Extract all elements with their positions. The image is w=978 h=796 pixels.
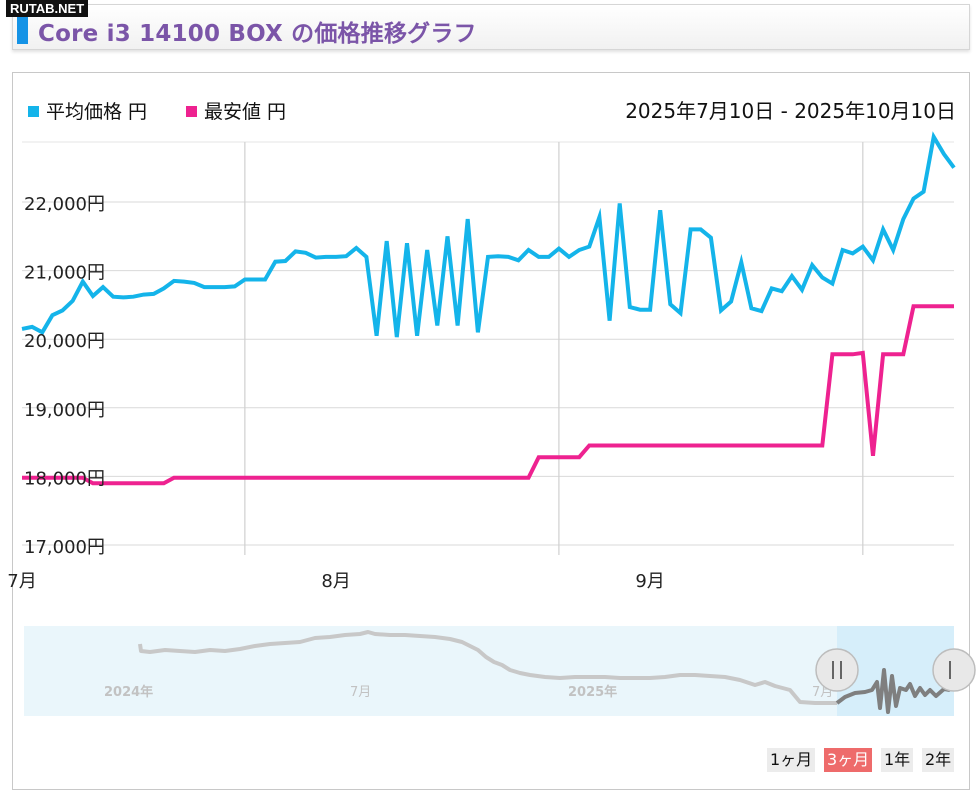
navigator-selected-line: [835, 668, 951, 714]
y-tick-label: 18,000円: [24, 468, 105, 489]
series: [21, 131, 956, 486]
navigator-label: 2024年: [104, 684, 153, 700]
y-tick-label: 19,000円: [24, 400, 105, 421]
range-button-1-year[interactable]: 1年: [881, 748, 914, 772]
page-header: Core i3 14100 BOX の価格推移グラフ: [12, 4, 970, 50]
y-tick-label: 20,000円: [24, 331, 105, 352]
handle-left-icon[interactable]: [815, 648, 859, 692]
handle-right-icon[interactable]: [932, 648, 976, 692]
range-button-2-years[interactable]: 2年: [922, 748, 955, 772]
navigator[interactable]: 2024年 7月 2025年 7月: [24, 626, 976, 716]
navigator-label: 2025年: [568, 684, 617, 700]
legend-swatch-min: [186, 106, 197, 117]
x-axis-labels: 7月 8月 9月: [7, 571, 665, 592]
y-tick-label: 17,000円: [24, 537, 105, 558]
y-axis-labels: 17,000円 18,000円 19,000円 20,000円 21,000円 22,00…: [24, 194, 105, 558]
x-tick-label: 7月: [7, 571, 36, 592]
y-tick-label: 21,000円: [24, 263, 105, 284]
range-button-3-months[interactable]: 3ヶ月: [824, 748, 873, 772]
page-title: Core i3 14100 BOX の価格推移グラフ: [38, 21, 477, 47]
legend-label-min: 最安値 円: [204, 101, 286, 123]
legend: 平均価格 円 最安値 円: [28, 101, 286, 123]
series-line-average-price: [21, 131, 956, 338]
y-tick-label: 22,000円: [24, 194, 105, 215]
legend-swatch-avg: [28, 106, 39, 117]
grid: [22, 141, 954, 555]
x-tick-label: 8月: [321, 571, 350, 592]
date-range-label: 2025年7月10日 - 2025年10月10日: [625, 99, 956, 123]
x-tick-label: 9月: [635, 571, 664, 592]
title-accent-bar: [17, 16, 28, 44]
navigator-label: 7月: [350, 685, 371, 700]
legend-label-avg: 平均価格 円: [46, 101, 147, 123]
range-button-1-month[interactable]: 1ヶ月: [767, 748, 816, 772]
series-line-lowest-price: [22, 304, 954, 486]
navigator-history-line: [138, 630, 837, 705]
site-watermark: RUTAB.NET: [6, 0, 89, 17]
